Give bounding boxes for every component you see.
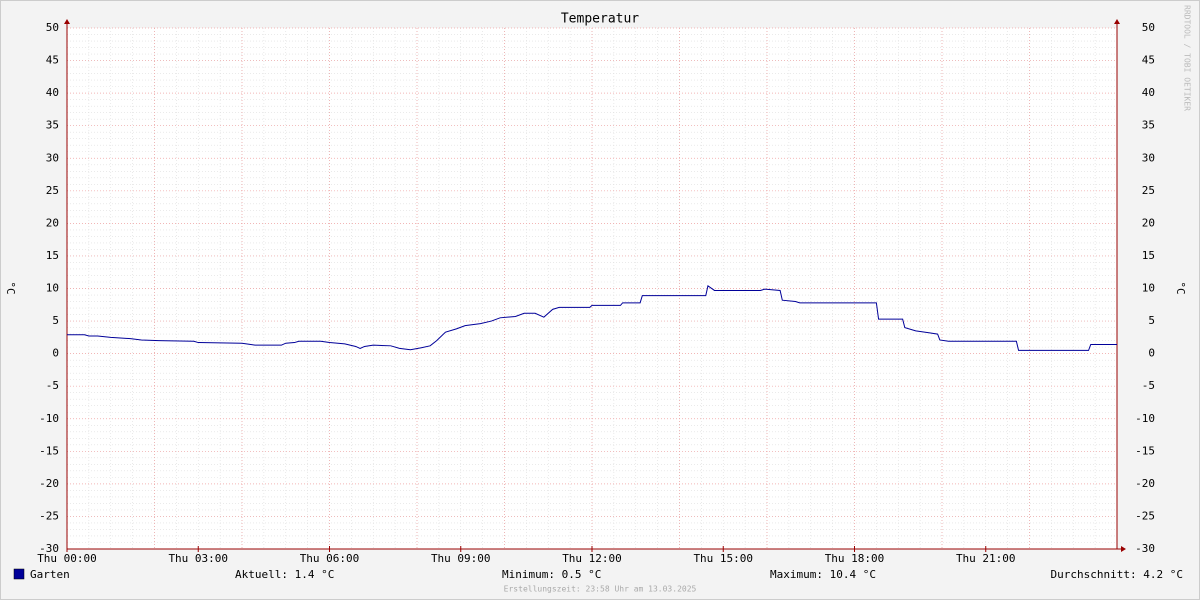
- y2-tick-label: 30: [1142, 151, 1155, 164]
- y-tick-label: 0: [52, 347, 59, 360]
- y-tick-label: 50: [46, 21, 59, 34]
- x-tick-label: Thu 00:00: [37, 552, 97, 565]
- y2-tick-label: -5: [1142, 379, 1155, 392]
- x-tick-label: Thu 09:00: [431, 552, 491, 565]
- y-tick-label: -10: [39, 412, 59, 425]
- legend-stat: Maximum: 10.4 °C: [770, 568, 876, 581]
- y2-tick-label: 50: [1142, 21, 1155, 34]
- y2-tick-label: 5: [1148, 314, 1155, 327]
- legend-swatch: [13, 568, 25, 580]
- y2-tick-label: 0: [1148, 347, 1155, 360]
- y2-tick-label: 35: [1142, 119, 1155, 132]
- arrow: [1121, 546, 1126, 552]
- y2-tick-label: -15: [1135, 444, 1155, 457]
- y2-tick-label: -25: [1135, 509, 1155, 522]
- arrow: [1114, 19, 1120, 24]
- legend-stat: Minimum: 0.5 °C: [502, 568, 601, 581]
- y-tick-label: -20: [39, 477, 59, 490]
- watermark: RRDTOOL / TOBI OETIKER: [1183, 5, 1192, 111]
- y2-tick-label: -20: [1135, 477, 1155, 490]
- legend-label: Garten: [30, 568, 70, 581]
- arrow: [64, 19, 70, 24]
- x-tick-label: Thu 12:00: [562, 552, 622, 565]
- y-tick-label: 5: [52, 314, 59, 327]
- y2-tick-label: 25: [1142, 184, 1155, 197]
- x-tick-label: Thu 21:00: [956, 552, 1016, 565]
- x-tick-label: Thu 03:00: [168, 552, 228, 565]
- y2-tick-label: 45: [1142, 54, 1155, 67]
- y2-tick-label: 15: [1142, 249, 1155, 262]
- y2-tick-label: -30: [1135, 542, 1155, 555]
- x-tick-label: Thu 06:00: [300, 552, 360, 565]
- series-line: [67, 285, 1117, 351]
- y-tick-label: -5: [46, 379, 59, 392]
- y2-tick-label: 40: [1142, 86, 1155, 99]
- x-tick-label: Thu 18:00: [825, 552, 885, 565]
- y2-axis-label: °C: [1174, 281, 1187, 294]
- x-tick-label: Thu 15:00: [693, 552, 753, 565]
- footer: Erstellungszeit: 23:58 Uhr am 13.03.2025: [504, 585, 697, 594]
- y-tick-label: -25: [39, 509, 59, 522]
- y-tick-label: 15: [46, 249, 59, 262]
- legend-stat: Durchschnitt: 4.2 °C: [1051, 568, 1183, 581]
- y-tick-label: 35: [46, 119, 59, 132]
- y2-tick-label: -10: [1135, 412, 1155, 425]
- y-tick-label: 40: [46, 86, 59, 99]
- y-tick-label: -15: [39, 444, 59, 457]
- y2-tick-label: 20: [1142, 216, 1155, 229]
- y-tick-label: 45: [46, 54, 59, 67]
- y-tick-label: 25: [46, 184, 59, 197]
- y-tick-label: 20: [46, 216, 59, 229]
- y-tick-label: 30: [46, 151, 59, 164]
- legend-stat: Aktuell: 1.4 °C: [235, 568, 334, 581]
- y-axis-label: °C: [4, 281, 17, 294]
- y-tick-label: -30: [39, 542, 59, 555]
- y-tick-label: 10: [46, 282, 59, 295]
- y2-tick-label: 10: [1142, 282, 1155, 295]
- chart-title: Temperatur: [561, 12, 639, 27]
